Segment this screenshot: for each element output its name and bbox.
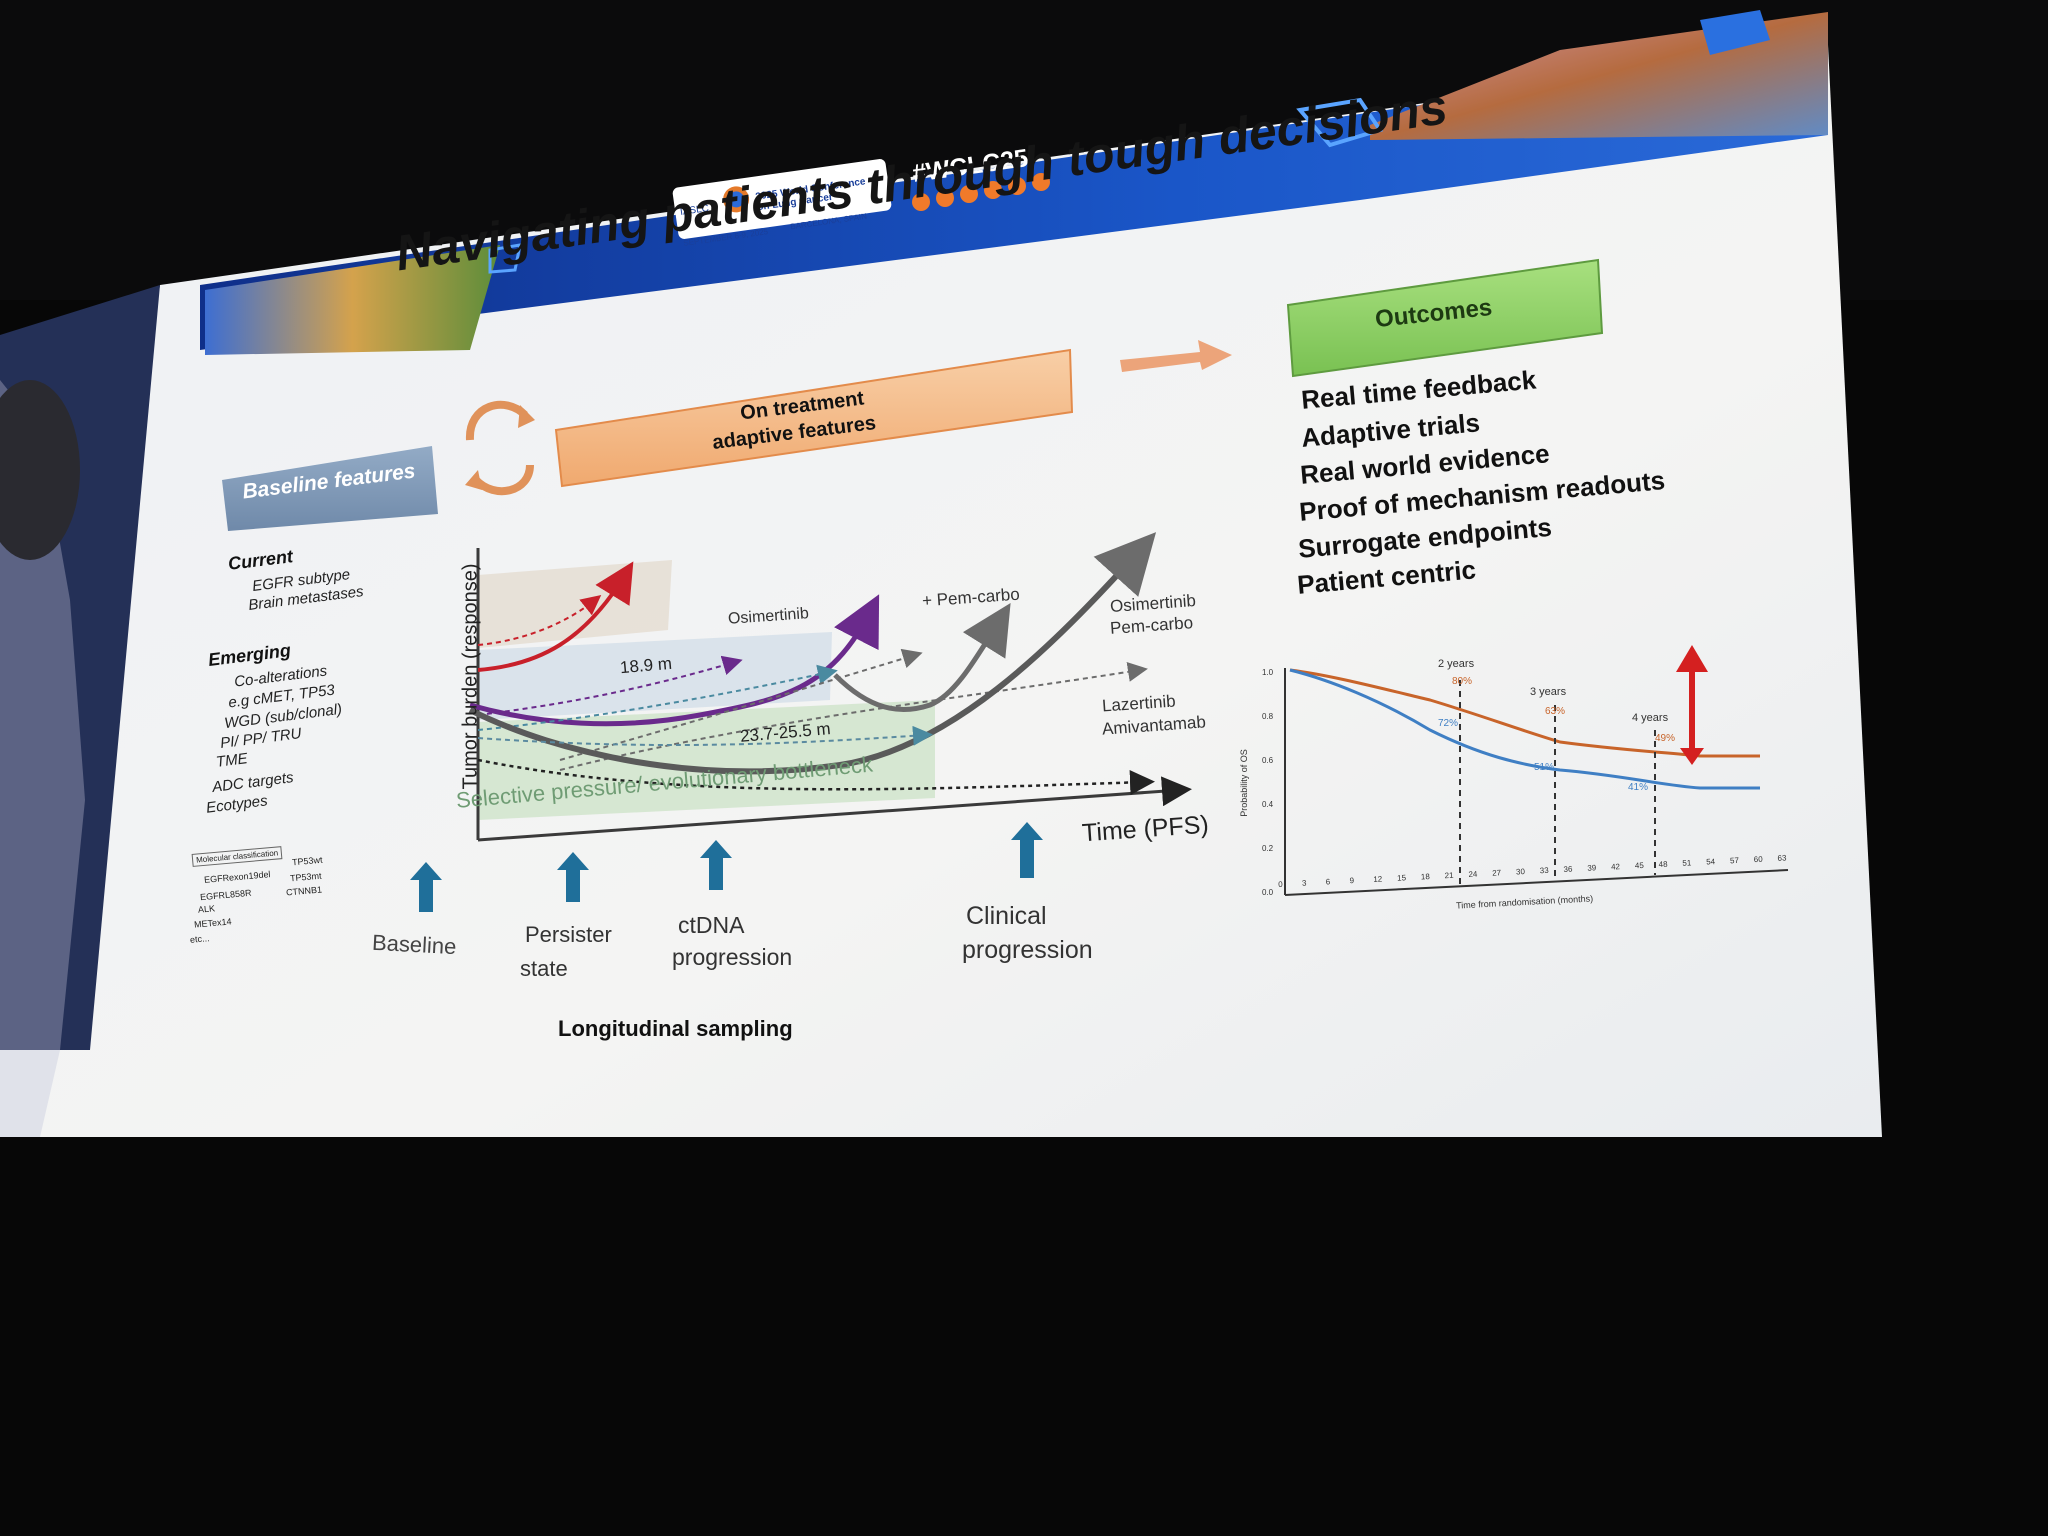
timepoint-baseline: Baseline bbox=[371, 929, 458, 960]
outcomes-box bbox=[1286, 258, 1604, 378]
km-y-tick: 1.0 bbox=[1262, 668, 1274, 677]
km-x-tick: 48 bbox=[1658, 859, 1668, 870]
km-x-tick: 57 bbox=[1729, 855, 1740, 866]
baseline-features-box bbox=[222, 446, 438, 531]
x-axis bbox=[477, 776, 1192, 842]
cycle-arrows-icon bbox=[465, 400, 534, 496]
km-y-tick: 0.2 bbox=[1262, 844, 1274, 853]
km-x-tick: 33 bbox=[1539, 865, 1549, 876]
km-x-tick: 30 bbox=[1515, 867, 1526, 877]
km-year-3: 3 years bbox=[1530, 686, 1567, 698]
social-icons bbox=[912, 173, 1050, 211]
km-x-tick: 21 bbox=[1444, 870, 1454, 881]
kaplan-meier-plot bbox=[1284, 645, 1789, 896]
km-x-tick: 18 bbox=[1420, 872, 1431, 882]
molecular-left-5: etc... bbox=[189, 933, 210, 945]
arrow-to-outcomes bbox=[1120, 340, 1232, 372]
km-x-tick: 39 bbox=[1587, 863, 1597, 873]
km-x-tick: 24 bbox=[1468, 869, 1478, 880]
km-x-tick: 54 bbox=[1705, 857, 1716, 867]
molecular-left-3: ALK bbox=[197, 903, 216, 915]
km-y-tick: 0.0 bbox=[1262, 888, 1274, 897]
km-y-tick: 0.6 bbox=[1262, 756, 1274, 765]
km-x-tick: 42 bbox=[1610, 862, 1621, 872]
timepoint-ctdna-2: progression bbox=[672, 944, 793, 970]
conference-logo bbox=[672, 159, 892, 239]
park-guell-photo bbox=[205, 245, 500, 355]
km-year-2: 2 years bbox=[1438, 658, 1475, 670]
km-y-tick: 0.4 bbox=[1262, 800, 1274, 809]
timepoint-clinical-1: Clinical bbox=[966, 902, 1047, 930]
km-y-ticks: 0.0 0.2 0.4 0.6 0.8 1.0 bbox=[1262, 660, 1282, 900]
km-blue-pct-3: 41% bbox=[1628, 782, 1649, 793]
km-x-tick: 6 bbox=[1325, 877, 1331, 887]
km-x-tick: 15 bbox=[1396, 873, 1407, 883]
km-orange-pct-2: 63% bbox=[1545, 706, 1566, 717]
gray-pem-carbo-curve bbox=[833, 603, 1011, 713]
km-x-tick: 51 bbox=[1682, 858, 1692, 868]
km-x-tick: 45 bbox=[1634, 860, 1645, 871]
km-blue-pct-1: 72% bbox=[1438, 718, 1459, 729]
y-axis-label: Tumor burden (response) bbox=[459, 563, 482, 790]
timepoint-arrows bbox=[410, 822, 1043, 912]
km-x-tick: 36 bbox=[1563, 864, 1573, 875]
km-x-tick: 27 bbox=[1491, 868, 1502, 878]
km-blue-curve bbox=[1289, 668, 1760, 790]
timepoint-persister-2: state bbox=[520, 956, 568, 981]
longitudinal-sampling: Longitudinal sampling bbox=[558, 1016, 793, 1041]
km-orange-curve bbox=[1289, 668, 1760, 758]
km-x-tick: 60 bbox=[1753, 854, 1763, 865]
km-orange-pct-3: 49% bbox=[1655, 733, 1676, 744]
km-year-4: 4 years bbox=[1632, 712, 1669, 724]
timepoint-clinical-2: progression bbox=[962, 936, 1093, 964]
km-x-tick: 9 bbox=[1349, 876, 1355, 886]
km-x-tick: 3 bbox=[1301, 878, 1307, 888]
km-x-tick: 12 bbox=[1373, 874, 1383, 885]
km-orange-pct-1: 80% bbox=[1452, 676, 1473, 687]
red-response-curve bbox=[477, 561, 634, 672]
km-blue-pct-2: 51% bbox=[1534, 762, 1555, 773]
timepoint-ctdna-1: ctDNA bbox=[678, 912, 745, 938]
km-x-tick: 63 bbox=[1777, 853, 1787, 863]
km-ylabel: Probability of OS bbox=[1238, 749, 1249, 817]
on-treatment-box bbox=[554, 348, 1074, 488]
lazertinib-curve bbox=[468, 532, 1157, 775]
timepoint-persister-1: Persister bbox=[525, 922, 612, 947]
km-y-tick: 0.8 bbox=[1262, 712, 1274, 721]
